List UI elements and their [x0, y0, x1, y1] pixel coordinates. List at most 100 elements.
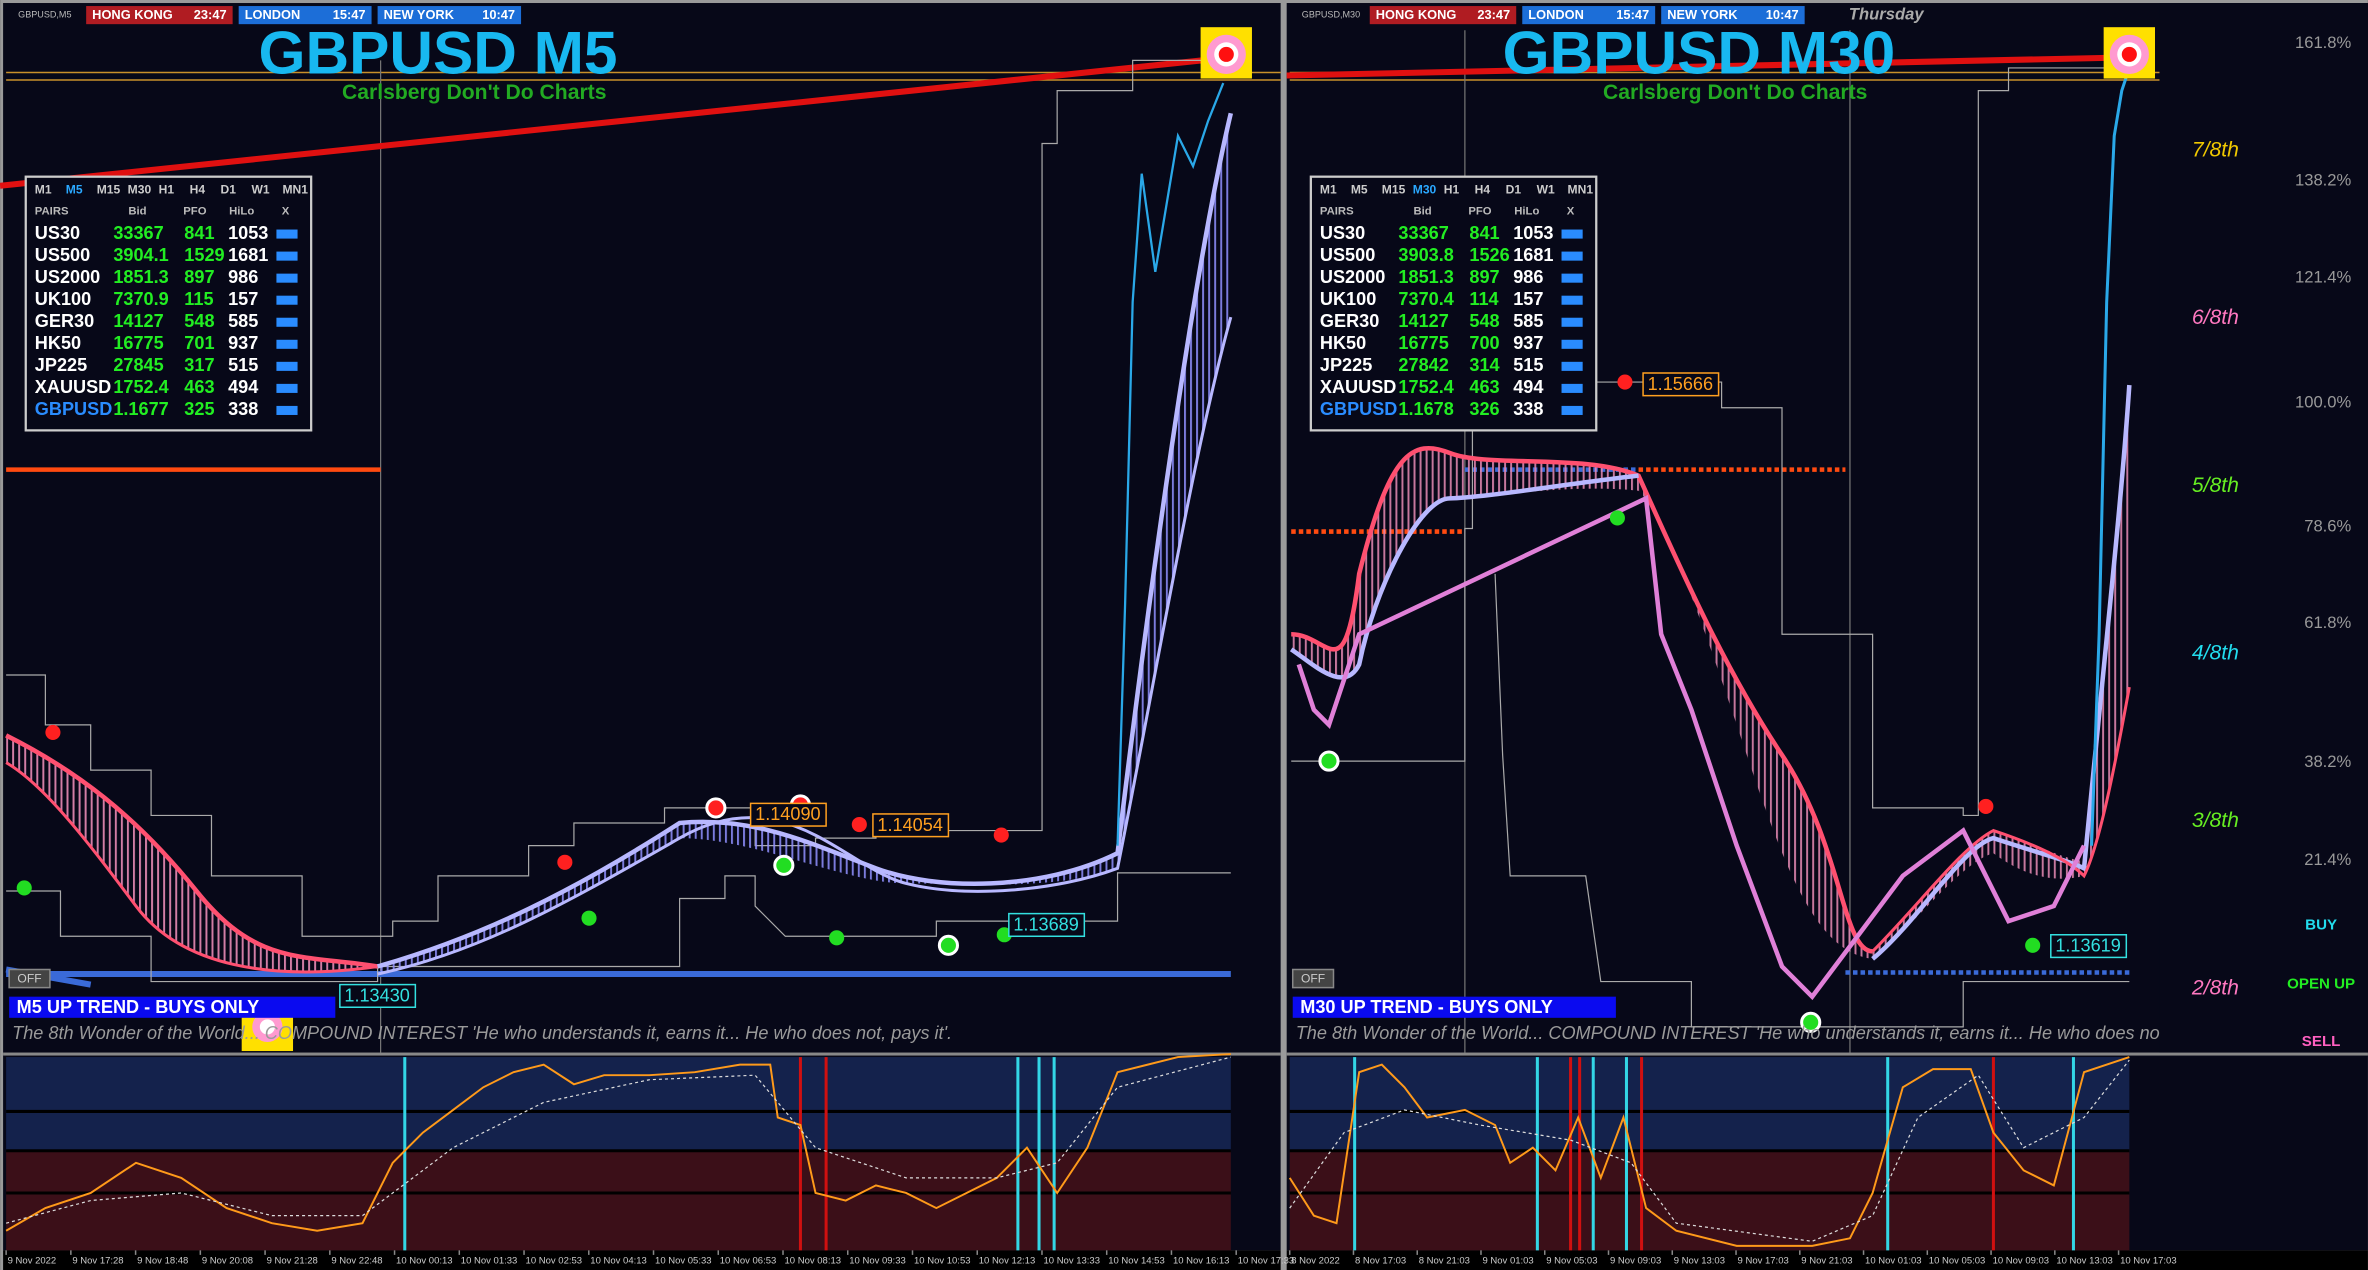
row-button[interactable]: [1561, 229, 1583, 239]
row-button[interactable]: [1561, 273, 1583, 283]
table-cell: 27842: [1398, 355, 1448, 375]
symbol-file: GBPUSD,M5: [18, 9, 71, 19]
clock-box: [86, 6, 233, 25]
table-header: X: [282, 205, 290, 217]
row-button[interactable]: [276, 383, 298, 393]
time-label: 10 Nov 12:13: [979, 1255, 1036, 1266]
row-button[interactable]: [1561, 317, 1583, 327]
row-button[interactable]: [276, 273, 298, 283]
time-label: 10 Nov 17:03: [2120, 1255, 2177, 1266]
right-indicator: [1286, 1052, 2368, 1251]
table-cell: 16775: [113, 333, 163, 353]
timeframe-button: D1: [221, 182, 237, 196]
timeframe-button: M15: [1382, 182, 1406, 196]
clock-time: 15:47: [1616, 7, 1649, 22]
time-label: 10 Nov 00:13: [396, 1255, 453, 1266]
row-button[interactable]: [1561, 361, 1583, 371]
table-cell: US30: [1320, 223, 1365, 243]
table-cell: 325: [184, 399, 214, 419]
table-cell: 3904.1: [113, 245, 168, 265]
table-cell: 338: [228, 399, 258, 419]
table-cell: 27845: [113, 355, 163, 375]
time-label: 10 Nov 13:33: [1043, 1255, 1100, 1266]
right-price-drawing: [1286, 27, 2160, 1053]
table-cell: 1526: [1469, 245, 1509, 265]
octave-label: 5/8th: [2192, 474, 2239, 497]
table-cell: 1053: [1513, 223, 1553, 243]
time-label: 9 Nov 13:03: [1674, 1255, 1725, 1266]
row-button[interactable]: [1561, 251, 1583, 261]
timeframe-button: D1: [1506, 182, 1522, 196]
table-cell: GER30: [1320, 311, 1379, 331]
row-button[interactable]: [1561, 295, 1583, 305]
row-button[interactable]: [276, 229, 298, 239]
off-button[interactable]: [1291, 968, 1335, 989]
clock-time: 23:47: [1477, 7, 1510, 22]
time-label: 9 Nov 18:48: [137, 1255, 188, 1266]
price-label-box: [339, 983, 417, 1008]
table-cell: US500: [1320, 245, 1375, 265]
octave-label: 2/8th: [2191, 977, 2239, 1000]
trend-label: M5 UP TREND - BUYS ONLY: [17, 997, 260, 1017]
scale-level: 21.4%: [2304, 850, 2351, 869]
table-cell: 1.1677: [113, 399, 168, 419]
table-cell: 157: [1513, 289, 1543, 309]
row-button[interactable]: [276, 405, 298, 415]
timeframe-button: M15: [97, 182, 121, 196]
time-label: 10 Nov 10:53: [914, 1255, 971, 1266]
time-label: 10 Nov 02:53: [526, 1255, 583, 1266]
table-cell: 317: [184, 355, 214, 375]
table-cell: 33367: [113, 223, 163, 243]
off-button[interactable]: [8, 968, 51, 989]
timeframe-button: M30: [128, 182, 152, 196]
row-button[interactable]: [276, 251, 298, 261]
time-label: 10 Nov 01:33: [461, 1255, 518, 1266]
trend-banner: [9, 996, 336, 1018]
octave-label: 3/8th: [2192, 809, 2239, 832]
time-label: 8 Nov 17:03: [1355, 1255, 1406, 1266]
table-cell: 841: [184, 223, 214, 243]
row-button[interactable]: [276, 361, 298, 371]
row-button[interactable]: [1561, 383, 1583, 393]
table-cell: 585: [1513, 311, 1543, 331]
table-cell: 7370.9: [113, 289, 168, 309]
scale-level: 138.2%: [2295, 171, 2352, 190]
timeframe-button: H1: [159, 182, 175, 196]
table-cell: 548: [1469, 311, 1499, 331]
table-cell: 1.1678: [1398, 399, 1453, 419]
clock-time: 10:47: [1766, 7, 1799, 22]
table-cell: GBPUSD: [1320, 399, 1397, 419]
time-label: 9 Nov 21:03: [1801, 1255, 1852, 1266]
price-label-box: [1008, 912, 1086, 938]
table-cell: 701: [184, 333, 214, 353]
time-label: 10 Nov 14:53: [1108, 1255, 1165, 1266]
time-label: 9 Nov 05:03: [1546, 1255, 1597, 1266]
row-button[interactable]: [276, 317, 298, 327]
table-cell: 7370.4: [1398, 289, 1453, 309]
octave-label: 4/8th: [2192, 641, 2239, 664]
time-label: 9 Nov 09:03: [1610, 1255, 1661, 1266]
table-cell: 14127: [113, 311, 163, 331]
row-button[interactable]: [276, 295, 298, 305]
time-label: 10 Nov 16:13: [1173, 1255, 1230, 1266]
table-cell: 1681: [1513, 245, 1553, 265]
timeframe-button: M5: [66, 182, 83, 196]
row-button[interactable]: [1561, 405, 1583, 415]
table-header: PAIRS: [1320, 205, 1354, 217]
row-button[interactable]: [1561, 339, 1583, 349]
price-scale-bg: [2159, 3, 2368, 1053]
price-label-box: [1642, 372, 1720, 397]
table-cell: 33367: [1398, 223, 1448, 243]
timeframe-button: M30: [1413, 182, 1437, 196]
row-button[interactable]: [276, 339, 298, 349]
octave-label: 7/8th: [2192, 139, 2239, 162]
table-cell: 1681: [228, 245, 268, 265]
timeframe-button: MN1: [282, 182, 308, 196]
clock-box: [377, 6, 522, 25]
day-label: Thursday: [1849, 4, 1925, 23]
time-label: 10 Nov 06:53: [720, 1255, 777, 1266]
time-label: 10 Nov 01:03: [1865, 1255, 1922, 1266]
scale-level: 61.8%: [2304, 613, 2351, 632]
table-cell: 338: [1513, 399, 1543, 419]
